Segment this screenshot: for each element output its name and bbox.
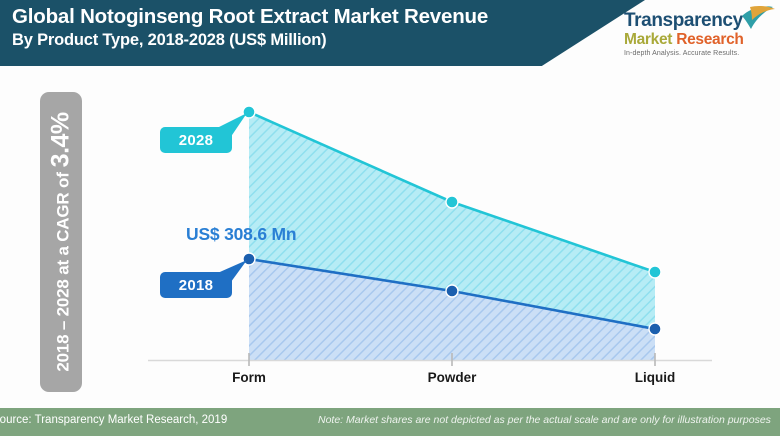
legend-callout-2018[interactable]: 2018 bbox=[160, 272, 232, 298]
data-point-2018-form bbox=[242, 252, 256, 266]
data-point-2028-powder bbox=[445, 195, 459, 209]
header-background bbox=[0, 0, 645, 66]
footer-source: Source: Transparency Market Research, 20… bbox=[0, 414, 228, 426]
logo-word-research: Research bbox=[676, 31, 744, 48]
checkmark-swoosh-icon bbox=[742, 5, 775, 29]
header-text-block: Global Notoginseng Root Extract Market R… bbox=[12, 4, 488, 52]
brand-logo: Transparency Market Research In-depth An… bbox=[624, 5, 775, 59]
value-annotation: US$ 308.6 Mn bbox=[186, 224, 297, 244]
page-title: Global Notoginseng Root Extract Market R… bbox=[12, 5, 489, 28]
x-axis-label-form: Form bbox=[232, 370, 266, 385]
page-subtitle: By Product Type, 2018-2028 (US$ Million) bbox=[12, 31, 327, 49]
x-axis-label-liquid: Liquid bbox=[634, 370, 676, 385]
cagr-banner: 2018 – 2028 at a CAGR of 3.4% bbox=[40, 92, 82, 392]
data-point-2018-powder bbox=[445, 284, 459, 298]
data-point-2018-liquid bbox=[648, 322, 662, 336]
logo-word-market: Market bbox=[624, 31, 673, 48]
data-point-2028-form bbox=[242, 105, 256, 119]
series-area-2018 bbox=[249, 259, 655, 360]
logo-word-market-research: Market Research bbox=[624, 31, 774, 48]
data-point-2028-liquid bbox=[648, 265, 662, 279]
logo-tagline: In-depth Analysis. Accurate Results. bbox=[624, 50, 740, 57]
x-axis-labels: Form Powder Liquid bbox=[0, 370, 780, 392]
logo-word-transparency: Transparency bbox=[624, 10, 743, 31]
footer-note: Note: Market shares are not depicted as … bbox=[318, 414, 771, 426]
footer-bar: Source: Transparency Market Research, 20… bbox=[0, 408, 780, 436]
legend-callout-2028[interactable]: 2028 bbox=[160, 127, 232, 153]
header-bar: Global Notoginseng Root Extract Market R… bbox=[0, 0, 780, 66]
x-axis-label-powder: Powder bbox=[427, 370, 477, 385]
